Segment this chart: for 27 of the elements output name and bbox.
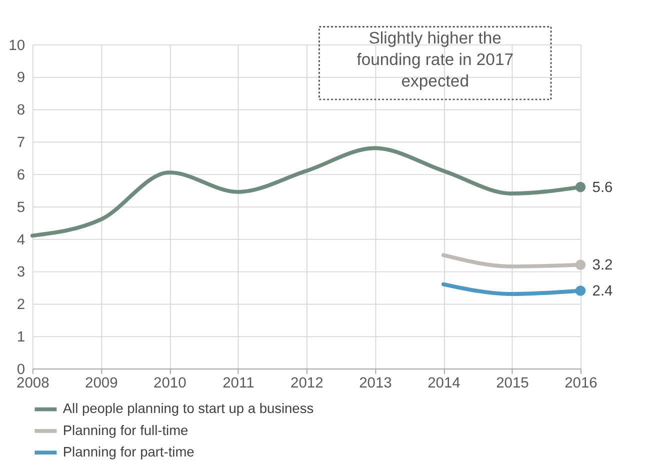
x-tick-label: 2016 [564, 376, 598, 392]
legend-label: Planning for full-time [62, 422, 189, 438]
y-tick-label: 10 [8, 38, 26, 54]
legend-label: Planning for part-time [62, 444, 195, 460]
y-tick-label: 1 [16, 330, 26, 346]
x-tick-label: 2010 [154, 376, 186, 392]
legend-label: All people planning to start up a business [62, 401, 314, 416]
x-tick-label: 2012 [290, 376, 324, 392]
x-tick-label: 2008 [16, 376, 50, 392]
x-tick-label: 2015 [496, 376, 529, 392]
y-tick-label: 9 [16, 70, 26, 86]
y-tick-label: 3 [16, 264, 26, 281]
y-tick-label: 8 [16, 102, 26, 119]
annotation: Slightly higher the founding rate in 2017 expected [356, 28, 514, 91]
y-tick-label: 6 [16, 167, 26, 184]
x-tick-label: 2013 [359, 376, 392, 392]
y-tick-label: 7 [16, 135, 26, 152]
x-tick-label: 2011 [222, 376, 254, 392]
data-label: 2.4 [592, 284, 613, 300]
y-tick-label: 5 [16, 200, 26, 216]
y-tick-label: 2 [16, 297, 26, 314]
x-tick-label: 2009 [85, 376, 118, 392]
x-tick-label: 2014 [428, 376, 460, 392]
data-label: 3.2 [592, 258, 613, 274]
data-label: 5.6 [592, 180, 613, 196]
y-tick-label: 4 [16, 232, 26, 248]
y-tick-label: 0 [16, 362, 26, 378]
